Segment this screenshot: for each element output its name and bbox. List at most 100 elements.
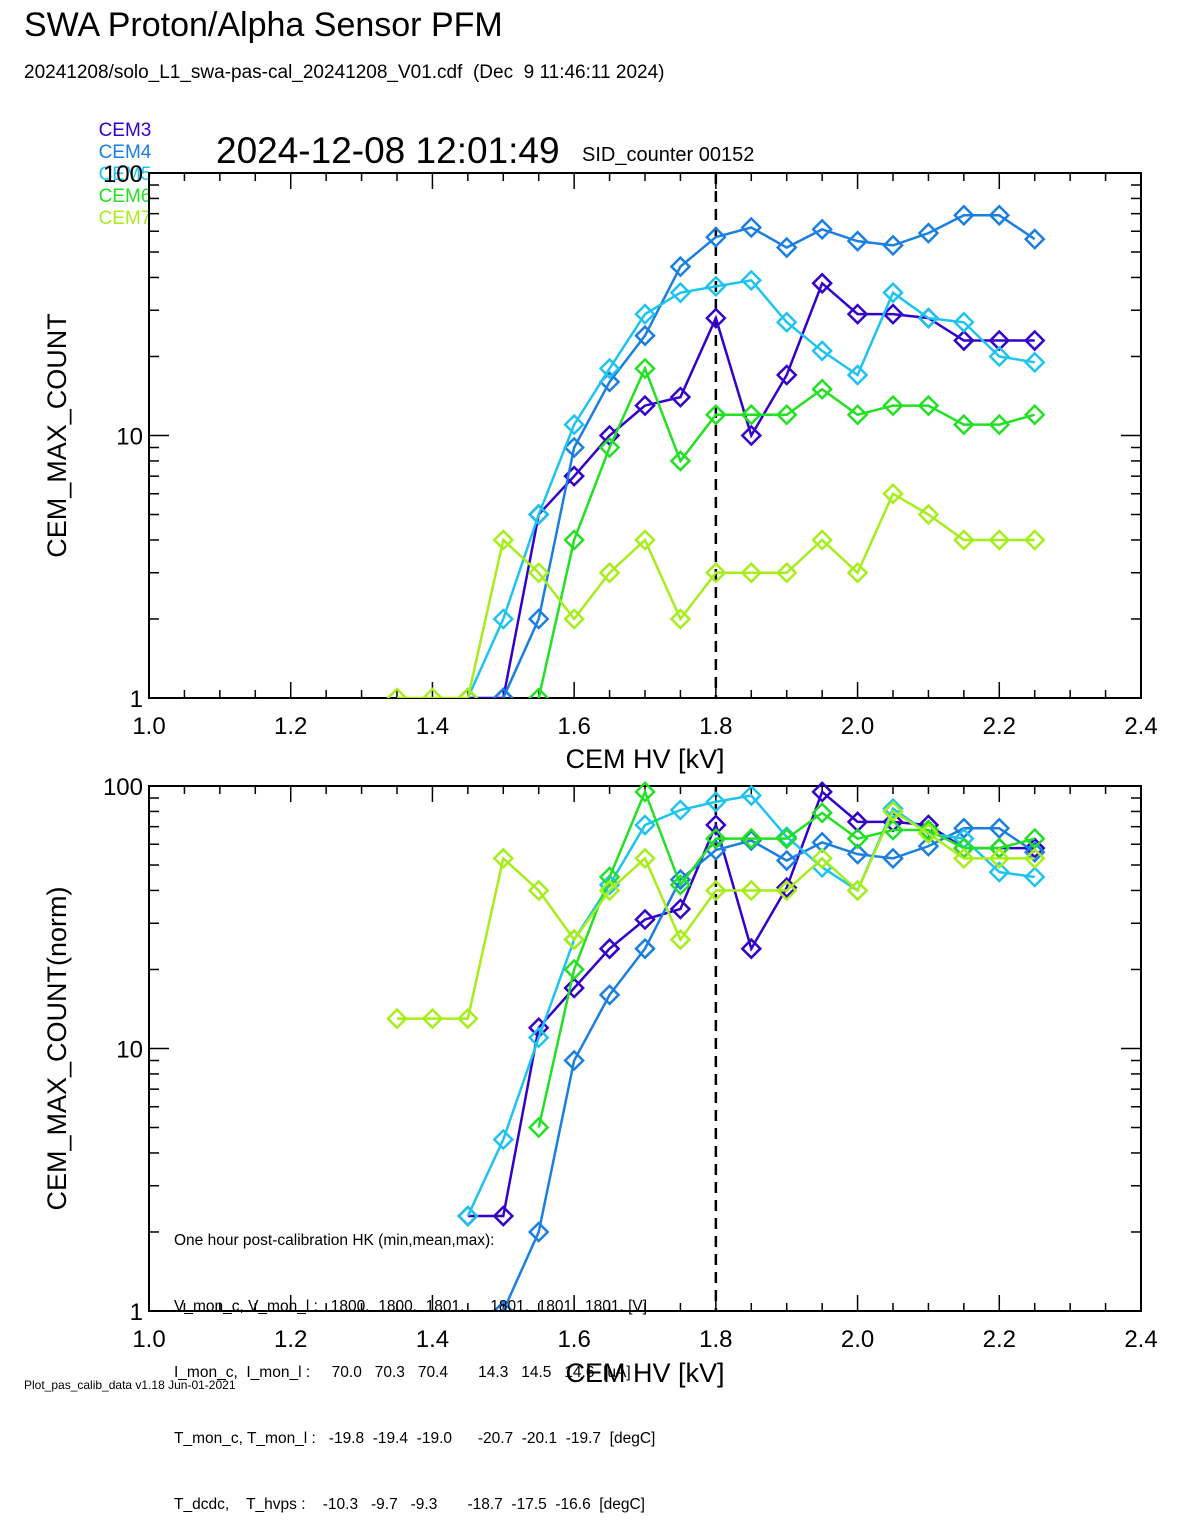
data-point [917,835,940,857]
y-tick-label: 10 [116,424,143,451]
x-axis-label: CEM HV [kV] [565,744,724,774]
data-point [953,413,975,436]
hk-summary: One hour post-calibration HK (min,mean,m… [174,1186,655,1538]
hk-row: T_dcdc, T_hvps : -10.3 -9.7 -9.3 -18.7 -… [174,1496,645,1513]
data-point [740,216,763,239]
data-point [1023,841,1046,863]
data-point [634,324,656,347]
data-point [811,781,833,803]
data-point [598,984,621,1006]
data-point [1023,529,1046,551]
y-tick-label: 100 [103,774,143,801]
y-tick-label: 10 [116,1037,143,1064]
series-line [467,789,1035,1218]
data-point [846,561,869,584]
data-point [953,329,975,352]
data-point [775,403,798,426]
legend-cem6: CEM6 [98,186,152,207]
data-point [386,687,408,698]
data-point [705,879,727,902]
data-point [811,831,833,854]
data-point [988,204,1011,227]
data-point [953,817,975,840]
x-tick-label: 1.0 [132,1326,165,1353]
data-point [1023,403,1046,426]
data-point [563,413,585,436]
data-point [882,394,904,417]
data-point [811,340,833,362]
series-cem5 [457,269,1046,698]
data-point [563,1049,585,1072]
data-point [492,1128,515,1151]
x-tick-label: 1.6 [557,1326,590,1353]
data-point [598,561,621,584]
data-point [740,784,763,807]
data-point [1023,351,1046,374]
data-point [669,608,692,630]
data-point [705,791,727,813]
data-point [1023,847,1046,870]
x-tick-label: 1.0 [132,713,165,740]
series-line [537,788,1036,1128]
x-tick-label: 1.6 [557,713,590,740]
data-point [917,394,940,417]
data-point [811,529,833,551]
data-point [669,255,692,278]
data-point [598,874,621,896]
data-point [492,608,515,630]
data-point [492,529,515,551]
data-point [740,561,763,584]
data-point [740,879,763,902]
data-point [988,413,1011,436]
x-tick-label: 1.2 [274,1326,307,1353]
series-line [397,809,1035,1020]
data-point [953,311,975,334]
data-point [811,218,833,241]
file-info: 20241208/solo_L1_swa-pas-cal_20241208_V0… [24,62,665,83]
data-point [527,687,550,698]
series-cem4 [492,204,1046,698]
plots-canvas: 1.0 1.2 1.4 1.6 1.8 2.0 2.2 2.4 1 10 100 CEM HV [kV… [42,161,1158,1388]
y-tick-label: 1 [130,686,143,713]
x-tick-label: 1.8 [699,713,732,740]
data-point [669,450,692,472]
data-point [457,1007,479,1030]
data-point [1023,329,1046,352]
data-point [669,928,692,951]
data-point [563,928,585,951]
data-point [457,687,479,698]
data-point [457,1205,479,1227]
data-point [598,436,621,459]
timestamp: 2024-12-08 12:01:49 [216,130,560,171]
data-point [598,357,621,380]
data-point [705,307,727,329]
legend-cem5: CEM5 [98,164,152,185]
data-point [598,879,621,902]
data-point [669,799,692,821]
data-point [775,561,798,584]
data-point [846,364,869,386]
data-point [740,269,763,292]
data-point [421,1007,444,1030]
data-point [988,345,1011,368]
data-point [740,403,763,426]
data-point [882,800,904,823]
data-point [669,874,692,896]
data-point [634,814,656,836]
data-point [953,847,975,870]
data-point [740,937,763,960]
x-tick-label: 2.2 [983,1326,1016,1353]
data-point [527,503,550,526]
data-point [988,529,1011,551]
data-point [846,303,869,325]
data-point [846,879,869,902]
data-point [705,275,727,298]
data-point [634,303,656,325]
data-point [527,1026,550,1049]
data-point [775,879,798,902]
data-point [563,958,585,981]
data-point [705,827,727,850]
legend-cem7: CEM7 [98,208,152,229]
series-cem7 [386,482,1046,698]
data-point [988,817,1011,840]
